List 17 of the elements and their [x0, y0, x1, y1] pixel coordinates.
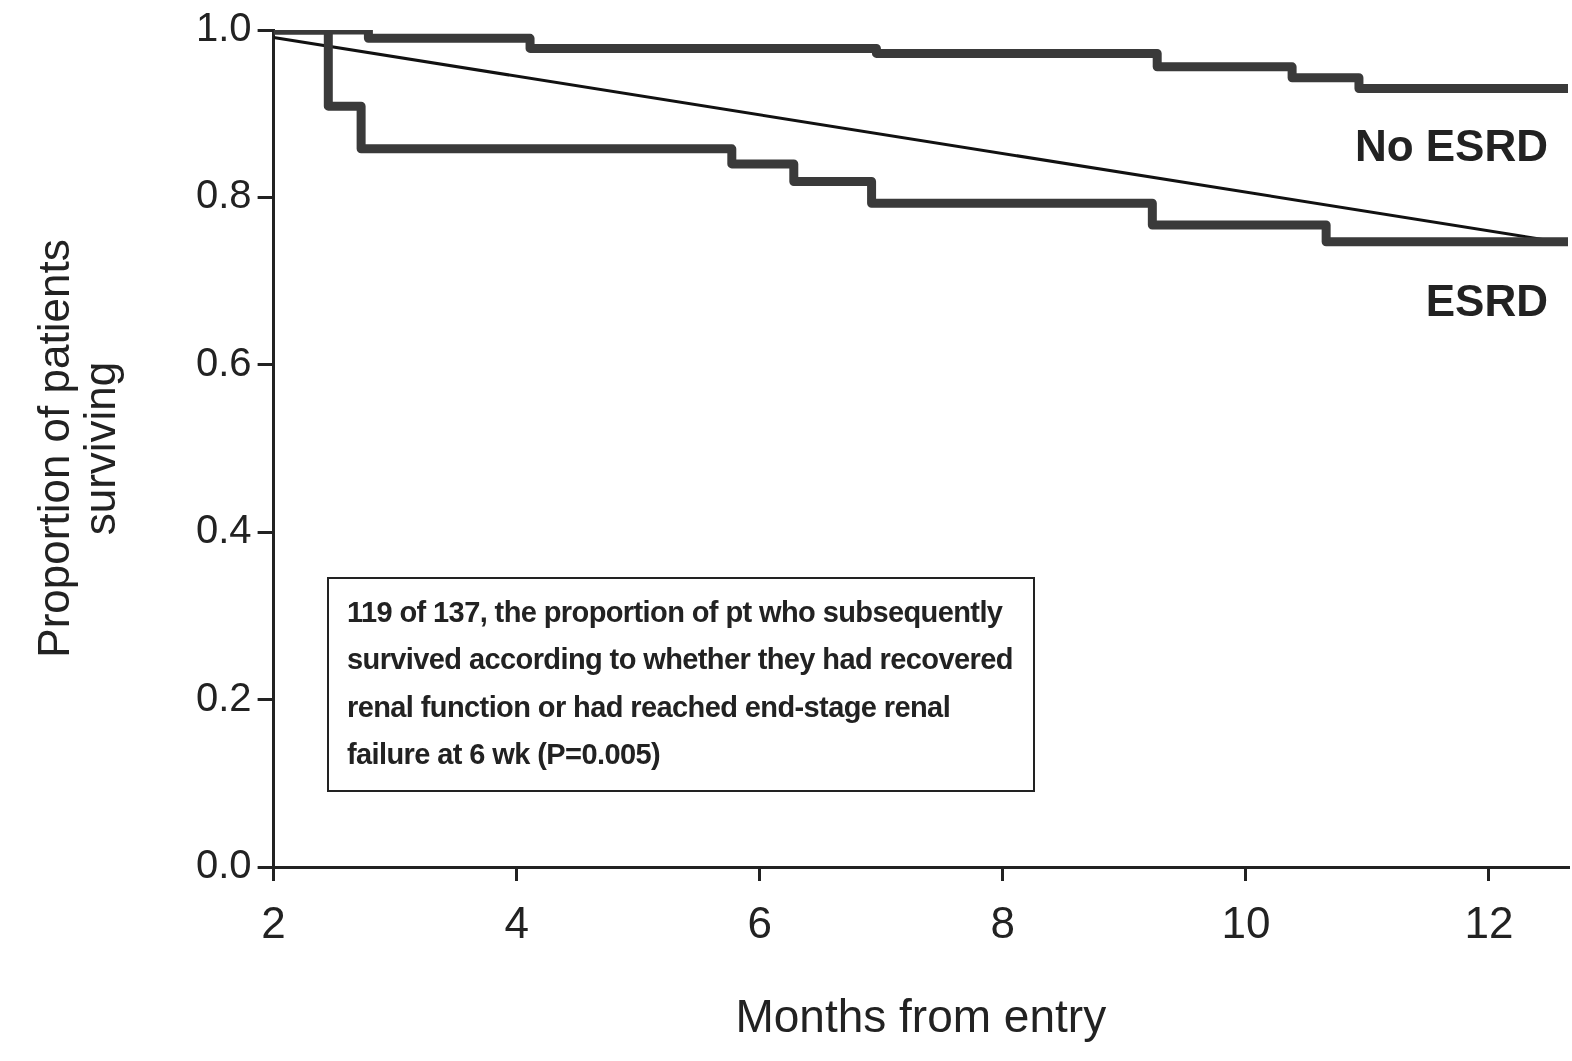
y-tick-label: 0.4 [196, 507, 252, 552]
series-label: No ESRD [1354, 120, 1548, 170]
y-tick-label: 0.8 [196, 172, 252, 217]
x-tick-label: 2 [261, 897, 286, 947]
x-tick-label: 4 [504, 897, 529, 947]
y-tick-label: 0.2 [196, 674, 252, 719]
x-tick-label: 10 [1221, 897, 1271, 947]
x-tick-label: 6 [747, 897, 773, 947]
y-tick-label: 0.6 [196, 339, 252, 384]
y-axis-title: Proportion of patients surviving [29, 239, 125, 658]
series-label: ESRD [1425, 275, 1548, 325]
x-axis-title: Months from entry [735, 990, 1107, 1043]
x-tick-label: 8 [990, 897, 1016, 947]
x-tick-label: 12 [1464, 897, 1514, 947]
annotation: 119 of 137, the proportion of pt who subsequently survived according to whether they had recovered renal function or had reached end-stage renal failure at 6 wk (P=0.005) [327, 577, 1035, 793]
y-tick-label: 1.0 [196, 5, 252, 50]
y-tick-label: 0.0 [196, 842, 252, 887]
